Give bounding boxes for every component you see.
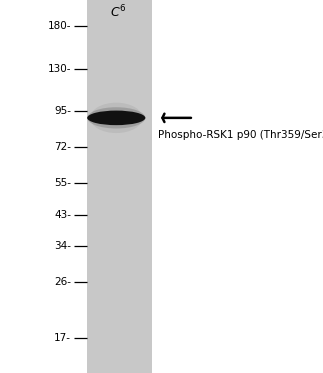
Text: 180-: 180- [47,22,71,31]
Text: Phospho-RSK1 p90 (Thr359/Ser363): Phospho-RSK1 p90 (Thr359/Ser363) [158,130,323,140]
Ellipse shape [87,107,145,128]
Ellipse shape [90,103,142,133]
Ellipse shape [87,110,145,125]
Text: 130-: 130- [47,65,71,74]
Text: 43-: 43- [54,210,71,220]
Text: 17-: 17- [54,333,71,343]
Text: 55-: 55- [54,178,71,188]
Text: $C^6$: $C^6$ [109,4,126,21]
Text: 34-: 34- [54,241,71,251]
Text: 26-: 26- [54,277,71,286]
Text: 72-: 72- [54,142,71,152]
Text: 95-: 95- [54,106,71,116]
Bar [87,0,152,373]
